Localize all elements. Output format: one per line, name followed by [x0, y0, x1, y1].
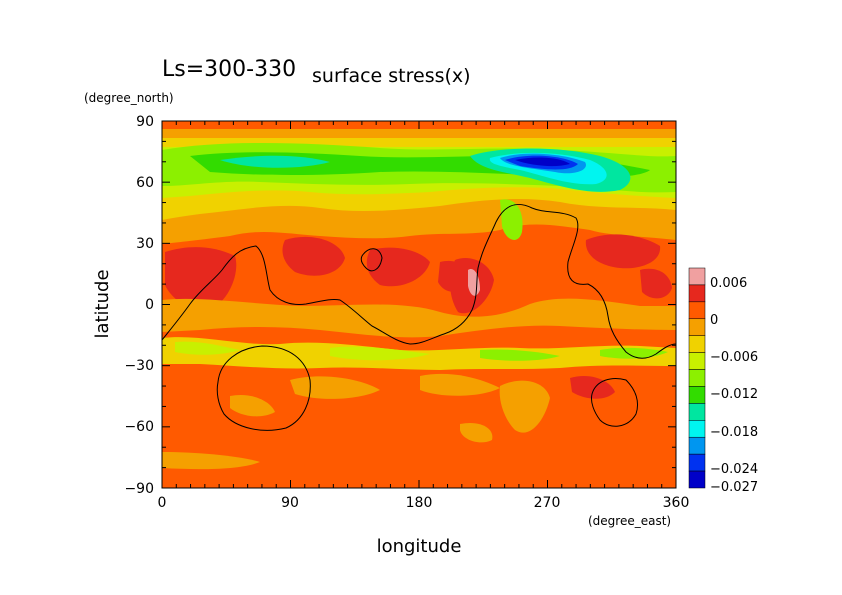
colorbar-tick-label: 0.006	[710, 276, 747, 291]
colorbar-tick-label: −0.012	[710, 387, 758, 402]
x-tick-label: 0	[158, 495, 167, 511]
colorbar-swatch	[688, 420, 706, 438]
colorbar-swatch	[688, 284, 706, 303]
colorbar-tick-label: 0	[710, 313, 718, 328]
y-tick-label: −30	[124, 358, 154, 374]
colorbar-swatch	[688, 436, 706, 455]
y-axis: 90 60 30 0 −30 −60 −90	[124, 114, 154, 497]
y-tick-label: 90	[136, 114, 154, 130]
x-tick-label: 180	[406, 495, 433, 511]
y-tick-label: 30	[136, 236, 154, 252]
colorbar-swatch	[688, 386, 706, 404]
chart-title: surface stress(x)	[312, 65, 471, 87]
colorbar-swatch	[688, 453, 706, 472]
colorbar-swatch	[688, 318, 706, 336]
y-tick-label: −60	[124, 419, 154, 435]
x-axis: 0 90 180 270 360	[158, 495, 690, 511]
y-units-label: (degree_north)	[84, 91, 174, 105]
colorbar-swatch	[688, 335, 706, 353]
y-tick-label: 0	[145, 297, 154, 313]
colorbar-swatch	[688, 301, 706, 320]
colorbar-tick-label: −0.027	[710, 480, 758, 495]
colorbar-swatch	[688, 267, 706, 286]
x-tick-label: 360	[663, 495, 690, 511]
colorbar-labels: 0.006 0 −0.006 −0.012 −0.018 −0.024 −0.0…	[710, 276, 758, 495]
y-axis-label: latitude	[92, 269, 113, 338]
x-axis-label: longitude	[377, 536, 462, 557]
x-tick-label: 270	[534, 495, 561, 511]
colorbar-tick-label: −0.024	[710, 462, 758, 477]
x-units-label: (degree_east)	[588, 514, 671, 528]
colorbar-tick-label: −0.018	[710, 425, 758, 440]
x-tick-label: 90	[281, 495, 299, 511]
contour-lines	[162, 204, 676, 431]
colorbar-swatch	[688, 403, 706, 421]
chart-subtitle: Ls=300-330	[162, 57, 296, 82]
y-tick-label: −90	[124, 481, 154, 497]
colorbar-tick-label: −0.006	[710, 350, 758, 365]
heatmap-field	[162, 121, 676, 488]
y-tick-label: 60	[136, 175, 154, 191]
colorbar-swatch	[688, 369, 706, 387]
colorbar	[688, 267, 706, 489]
colorbar-swatch	[688, 352, 706, 370]
axis-ticks	[161, 120, 677, 489]
colorbar-swatch	[688, 470, 706, 489]
